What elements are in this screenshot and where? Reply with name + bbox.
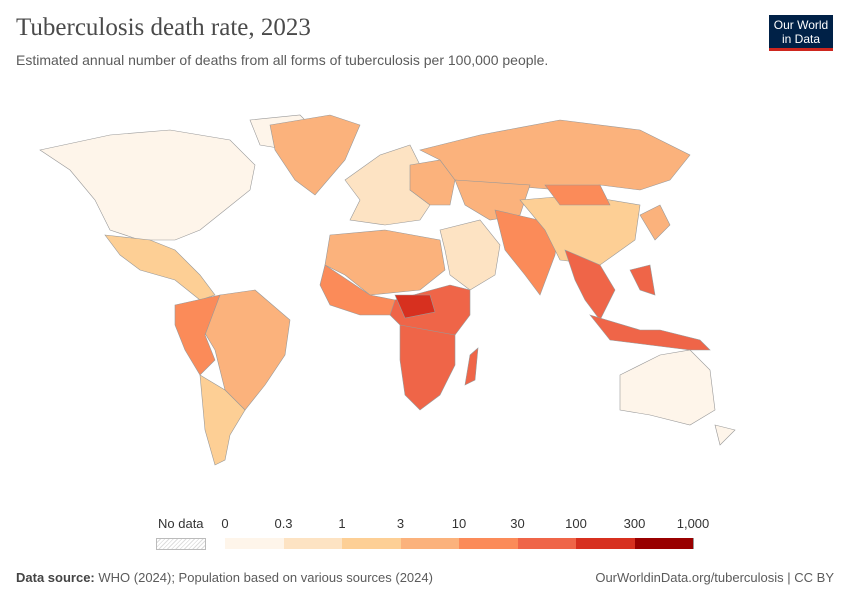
legend-bin[interactable] [634, 538, 694, 549]
region-mongolia[interactable] [544, 184, 611, 206]
region-japan-korea[interactable] [639, 204, 671, 241]
source-link[interactable]: OurWorldinData.org/tuberculosis | CC BY [595, 570, 834, 585]
legend-bin[interactable] [576, 538, 636, 549]
legend-no-data-label: No data [158, 516, 204, 531]
legend-tick: 100 [565, 516, 587, 531]
legend-bin[interactable] [283, 538, 343, 549]
legend-tick: 3 [396, 516, 405, 531]
legend-no-data-swatch[interactable] [156, 538, 206, 550]
region-egypt-middle-east[interactable] [439, 219, 501, 291]
region-southeast-asia[interactable] [564, 249, 616, 321]
legend-bin[interactable] [225, 538, 285, 549]
region-indonesia-philippines[interactable] [589, 264, 711, 351]
region-russia[interactable] [419, 119, 691, 191]
page-title: Tuberculosis death rate, 2023 [16, 14, 311, 41]
region-australia-new-zealand[interactable] [619, 349, 736, 446]
legend-tick: 300 [623, 516, 646, 531]
region-central-asia[interactable] [454, 179, 531, 221]
legend-bin[interactable] [517, 538, 577, 549]
legend-bin[interactable] [342, 538, 402, 549]
legend-tick: 1,000 [676, 516, 710, 531]
world-map[interactable] [0, 90, 850, 510]
legend-tick: 10 [451, 516, 467, 531]
region-central-african-republic[interactable] [394, 294, 436, 319]
region-andean-south-america[interactable] [174, 294, 221, 376]
legend-tick: 1 [338, 516, 346, 531]
legend: No data 0 0.3 1 3 10 30 100 300 1,000 [150, 516, 710, 552]
region-southern-cone[interactable] [199, 374, 246, 466]
legend-bin[interactable] [400, 538, 460, 549]
legend-tick: 30 [510, 516, 525, 531]
owid-logo[interactable]: Our World in Data [769, 15, 833, 51]
subtitle: Estimated annual number of deaths from a… [16, 52, 549, 68]
legend-tick: 0 [221, 516, 229, 531]
region-west-africa[interactable] [319, 264, 401, 316]
legend-tick: 0.3 [274, 516, 293, 531]
region-mexico-central-america[interactable] [104, 234, 216, 301]
legend-bin[interactable] [459, 538, 519, 549]
data-source: Data source: WHO (2024); Population base… [16, 570, 433, 585]
region-south-america-east-[interactable] [199, 289, 291, 411]
region-greenland[interactable] [269, 114, 361, 196]
region-north-africa[interactable] [324, 229, 446, 296]
region-madagascar[interactable] [464, 347, 479, 386]
region-southern-africa[interactable] [399, 324, 456, 411]
